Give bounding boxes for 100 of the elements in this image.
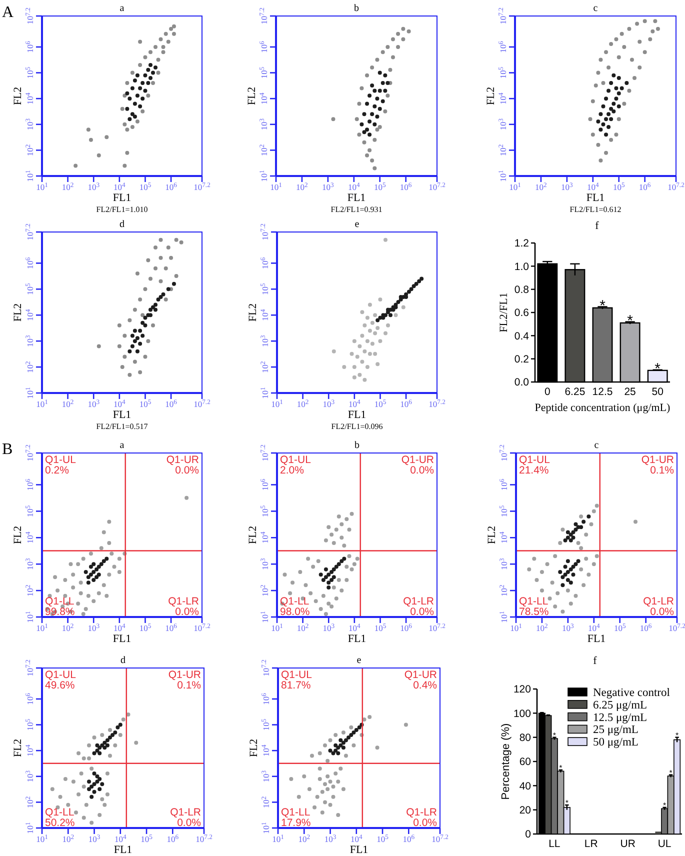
annotation: Q1-UR bbox=[404, 669, 438, 681]
text: FL2/FL1=1.010 bbox=[96, 205, 148, 214]
x-axis-title: FL1 bbox=[112, 409, 132, 421]
y-axis-title: FL2 bbox=[248, 738, 260, 758]
x-tick-label: 25 bbox=[624, 386, 636, 398]
x-axis-title: FL1 bbox=[348, 633, 366, 645]
chart-title: b bbox=[354, 3, 359, 14]
annotation: 0.0% bbox=[413, 817, 437, 829]
x-tick-label: 10$^{2}$ bbox=[62, 622, 74, 633]
x-tick-label: 10$^{4}$ bbox=[348, 182, 360, 192]
annotation: 81.7% bbox=[281, 680, 311, 692]
x-tick-label: 10$^{4}$ bbox=[114, 834, 127, 844]
y-tick-label: 0.0 bbox=[514, 376, 530, 389]
x-tick-label: 10$^{2}$ bbox=[536, 622, 548, 633]
x-tick-label: 10$^{7.2}$ bbox=[194, 622, 210, 633]
y-tick-label: 0.4 bbox=[514, 330, 530, 342]
x-tick-label: 10$^{2}$ bbox=[62, 182, 74, 192]
annotation: 0.2% bbox=[45, 464, 69, 476]
annotation: 78.5% bbox=[519, 606, 549, 618]
x-tick-label: LR bbox=[584, 838, 598, 850]
y-axis-title: FL2 bbox=[12, 526, 24, 544]
annotation: 0.0% bbox=[410, 464, 434, 476]
legend-label: 50 μg/mL bbox=[593, 736, 638, 749]
x-axis-title: Peptide concentration (μg/mL) bbox=[534, 402, 671, 414]
y-tick-label: 0.2 bbox=[514, 354, 530, 366]
annotation: Q1-UR bbox=[401, 454, 434, 466]
x-tick-label: 10$^{3}$ bbox=[562, 622, 575, 633]
x-tick-label: 10$^{1}$ bbox=[270, 182, 282, 192]
annotation: Q1-UL bbox=[280, 454, 312, 466]
data-label: * bbox=[565, 798, 568, 808]
x-tick-label: 10$^{6}$ bbox=[400, 182, 412, 192]
annotation: 99.8% bbox=[45, 606, 75, 618]
data-label: * bbox=[654, 360, 661, 378]
annotation: Q1-UR bbox=[168, 669, 202, 681]
x-tick-label: LL bbox=[548, 838, 560, 850]
x-tick-label: 10$^{7.2}$ bbox=[428, 398, 446, 409]
annotation: Q1-UL bbox=[519, 454, 550, 466]
x-tick-label: 10$^{4}$ bbox=[114, 182, 126, 192]
annotation: 0.4% bbox=[413, 680, 437, 692]
x-tick-label: 10$^{2}$ bbox=[62, 834, 74, 844]
x-tick-label: 10$^{7.2}$ bbox=[194, 182, 210, 192]
x-tick-label: UR bbox=[620, 838, 636, 850]
y-axis-title: FL2 bbox=[12, 738, 24, 758]
x-tick-label: 10$^{2}$ bbox=[298, 834, 310, 844]
chart-title: d bbox=[120, 219, 124, 230]
x-tick-label: 10$^{7.2}$ bbox=[194, 398, 210, 409]
x-tick-label: 10$^{3}$ bbox=[322, 182, 335, 192]
y-tick-label: 1.0 bbox=[514, 260, 530, 273]
x-tick-label: 10$^{5}$ bbox=[612, 182, 626, 192]
annotation: 0.1% bbox=[650, 464, 674, 476]
text: A bbox=[2, 4, 14, 21]
legend-label: 6.25 μg/mL bbox=[593, 699, 648, 712]
x-tick-label: 10$^{7.2}$ bbox=[668, 182, 684, 192]
x-tick-label: 10$^{3}$ bbox=[88, 834, 101, 844]
text: FL2/FL1=0.517 bbox=[96, 422, 148, 431]
y-axis-title: FL2 bbox=[12, 303, 24, 322]
legend-label: Negative control bbox=[593, 687, 670, 700]
annotation: Q1-LR bbox=[170, 806, 202, 818]
annotation: 0.0% bbox=[175, 464, 199, 476]
x-tick-label: 10$^{1}$ bbox=[272, 834, 284, 844]
x-tick-label: 10$^{3}$ bbox=[324, 834, 337, 844]
x-tick-label: 10$^{5}$ bbox=[376, 834, 390, 844]
annotation: 21.4% bbox=[519, 464, 549, 476]
x-tick-label: 10$^{5}$ bbox=[140, 834, 154, 844]
annotation: Q1-LL bbox=[280, 596, 310, 608]
x-tick-label: 10$^{5}$ bbox=[614, 622, 626, 633]
legend-label: 25 μg/mL bbox=[593, 724, 638, 736]
data-label: * bbox=[663, 801, 666, 810]
data-label: * bbox=[675, 730, 679, 740]
x-tick-label: 10$^{6}$ bbox=[638, 182, 652, 192]
y-tick-label: 100 bbox=[513, 708, 532, 720]
data-label: * bbox=[669, 768, 672, 778]
annotation: Q1-LR bbox=[403, 596, 434, 608]
x-tick-label: 50 bbox=[652, 386, 664, 398]
y-axis-title: FL2 bbox=[247, 303, 259, 322]
x-tick-label: 10$^{7.2}$ bbox=[196, 834, 212, 844]
chart-title: f bbox=[593, 655, 598, 667]
chart-title: e bbox=[354, 219, 360, 230]
annotation: Q1-LL bbox=[281, 806, 310, 818]
x-tick-label: 10$^{7.2}$ bbox=[428, 182, 446, 192]
x-tick-label: 10$^{7.2}$ bbox=[428, 622, 446, 633]
x-tick-label: 10$^{2}$ bbox=[535, 182, 547, 192]
annotation: 0.1% bbox=[177, 680, 201, 692]
x-tick-label: 10$^{1}$ bbox=[271, 398, 283, 409]
x-tick-label: 10$^{5}$ bbox=[139, 398, 152, 409]
y-tick-label: 1.2 bbox=[514, 238, 530, 250]
x-tick-label: UL bbox=[658, 838, 672, 850]
x-tick-label: 10$^{3}$ bbox=[561, 182, 574, 192]
chart-title: a bbox=[120, 440, 125, 451]
x-tick-label: 10$^{5}$ bbox=[139, 622, 152, 633]
annotation: 49.6% bbox=[45, 680, 75, 692]
chart-title: d bbox=[120, 655, 126, 666]
x-axis-title: FL1 bbox=[347, 192, 366, 204]
x-tick-label: 10$^{6}$ bbox=[165, 622, 178, 633]
x-axis-title: FL1 bbox=[112, 633, 132, 645]
y-axis-title: FL2 bbox=[485, 86, 497, 106]
y-axis-title: FL2 bbox=[246, 86, 258, 106]
x-tick-label: 10$^{6}$ bbox=[400, 622, 413, 633]
x-tick-label: 10$^{4}$ bbox=[586, 182, 600, 192]
annotation: 0.0% bbox=[177, 817, 201, 829]
